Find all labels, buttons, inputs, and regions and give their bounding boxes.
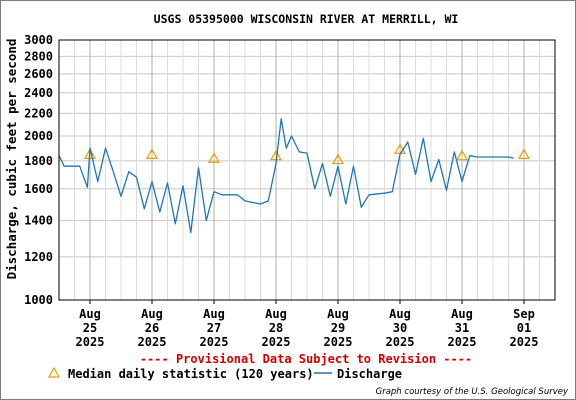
median-marker bbox=[145, 148, 159, 160]
legend-discharge-label: Discharge bbox=[337, 367, 402, 381]
x-tick-label: 2025 bbox=[76, 335, 105, 349]
y-tick-label: 2400 bbox=[24, 86, 53, 100]
provisional-notice: ---- Provisional Data Subject to Revisio… bbox=[140, 352, 472, 366]
x-tick-label: 27 bbox=[207, 321, 221, 335]
x-tick-label: Aug bbox=[141, 307, 163, 321]
x-tick-label: Aug bbox=[265, 307, 287, 321]
x-tick-label: 2025 bbox=[448, 335, 477, 349]
x-tick-label: Aug bbox=[389, 307, 411, 321]
x-tick-label: 2025 bbox=[200, 335, 229, 349]
credit-text: Graph courtesy of the U.S. Geological Su… bbox=[376, 387, 569, 397]
plot-border bbox=[58, 39, 556, 301]
x-tick-label: 30 bbox=[393, 321, 407, 335]
x-tick-label: 01 bbox=[517, 321, 531, 335]
x-tick-label: 29 bbox=[331, 321, 345, 335]
median-marker bbox=[83, 148, 97, 160]
y-tick-label: 3000 bbox=[24, 33, 53, 47]
y-tick-label: 1000 bbox=[24, 293, 53, 307]
y-tick-label: 1600 bbox=[24, 182, 53, 196]
x-tick-label: Aug bbox=[327, 307, 349, 321]
legend-median-label: Median daily statistic (120 years) bbox=[68, 367, 314, 381]
discharge-line bbox=[58, 118, 514, 234]
y-tick-label: 1200 bbox=[24, 250, 53, 264]
x-tick-label: Aug bbox=[451, 307, 473, 321]
y-axis-label: Discharge, cubic feet per second bbox=[4, 39, 19, 280]
legend-triangle-icon bbox=[47, 366, 61, 378]
x-tick-label: 31 bbox=[455, 321, 469, 335]
x-tick-label: 26 bbox=[145, 321, 159, 335]
x-tick-label: Aug bbox=[203, 307, 225, 321]
median-marker bbox=[331, 153, 345, 165]
x-tick-label: 2025 bbox=[138, 335, 167, 349]
median-marker bbox=[517, 148, 531, 160]
chart-title: USGS 05395000 WISCONSIN RIVER AT MERRILL… bbox=[154, 12, 459, 26]
y-tick-label: 2200 bbox=[24, 106, 53, 120]
median-marker bbox=[207, 152, 221, 163]
x-tick-label: 2025 bbox=[386, 335, 415, 349]
y-tick-label: 2600 bbox=[24, 67, 53, 81]
x-tick-labels: Aug252025Aug262025Aug272025Aug282025Aug2… bbox=[76, 300, 539, 349]
x-tick-label: Aug bbox=[79, 307, 101, 321]
y-tick-labels: 1000 1200 1400 1600 1800 2000 2200 2400 2600 2800… bbox=[24, 33, 53, 307]
x-tick-label: 2025 bbox=[510, 335, 539, 349]
x-tick-label: Sep bbox=[513, 307, 535, 321]
y-tick-label: 2000 bbox=[24, 129, 53, 143]
y-tick-label: 1800 bbox=[24, 154, 53, 168]
median-marker bbox=[455, 149, 469, 161]
x-tick-label: 28 bbox=[269, 321, 283, 335]
series-layer bbox=[58, 118, 531, 234]
legend: Median daily statistic (120 years) Disch… bbox=[47, 366, 402, 381]
x-tick-label: 2025 bbox=[324, 335, 353, 349]
y-tick-label: 1400 bbox=[24, 213, 53, 227]
x-tick-label: 2025 bbox=[262, 335, 291, 349]
x-tick-label: 25 bbox=[83, 321, 97, 335]
y-tick-label: 2800 bbox=[24, 49, 53, 63]
